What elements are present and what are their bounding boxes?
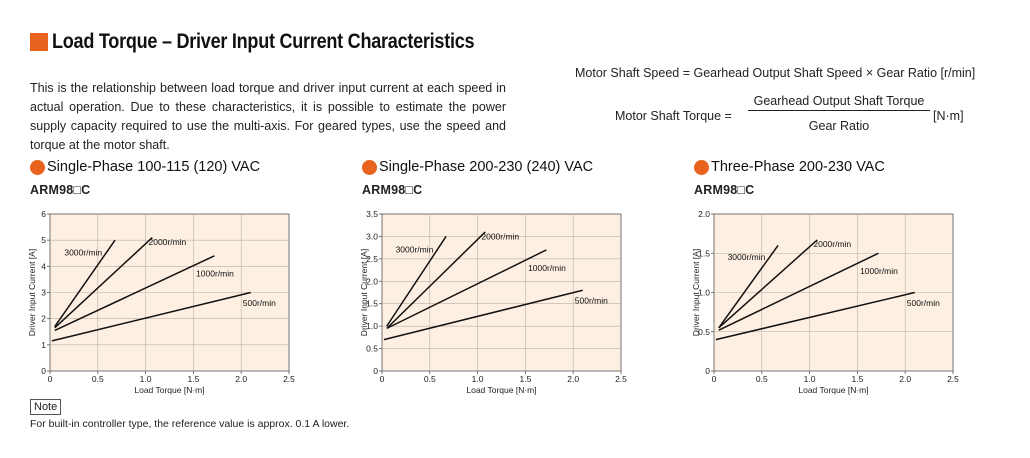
torque-fraction: Gearhead Output Shaft Torque Gear Ratio [748,94,930,133]
torque-unit: [N·m] [933,109,964,123]
series-line-3000r/min [718,244,779,329]
y-tick-label: 0.5 [366,344,378,354]
series-label: 1000r/min [860,266,898,276]
orange-dot-icon [694,159,709,175]
y-tick-label: 2 [41,314,46,324]
x-tick-label: 1.5 [187,374,199,384]
section-title: Load Torque – Driver Input Current Chara… [30,30,543,54]
y-tick-label: 2.5 [366,254,378,264]
x-tick-label: 0.5 [756,374,768,384]
orange-square-icon [30,33,48,51]
series-label: 1000r/min [528,263,566,273]
x-axis-label: Load Torque [N·m] [134,385,204,395]
y-tick-label: 0 [41,366,46,376]
chart-1-subtitle: Single-Phase 100-115 (120) VAC [47,159,261,175]
x-tick-label: 0 [380,374,385,384]
y-tick-label: 3.0 [366,231,378,241]
y-tick-label: 2.0 [698,209,710,219]
series-label: 500r/min [243,298,276,308]
torque-denominator: Gear Ratio [808,119,870,133]
x-axis-label: Load Torque [N·m] [466,385,536,395]
page-title: Load Torque – Driver Input Current Chara… [52,30,475,53]
x-tick-label: 1.5 [851,374,863,384]
chart-3-header: Three-Phase 200-230 VAC ARM98□C [694,159,885,197]
chart-3-model: ARM98□C [694,183,755,197]
x-tick-label: 1.0 [140,374,152,384]
torque-equation-lhs: Motor Shaft Torque = [615,109,732,123]
series-label: 3000r/min [396,245,434,255]
y-tick-label: 1.0 [366,321,378,331]
x-tick-label: 2.0 [235,374,247,384]
speed-equation: Motor Shaft Speed = Gearhead Output Shaf… [575,66,976,80]
series-label: 3000r/min [64,248,102,258]
x-tick-label: 1.0 [804,374,816,384]
series-line-1000r/min [718,252,879,331]
series-line-1000r/min [54,255,215,332]
y-tick-label: 4 [41,261,46,271]
series-line-2000r/min [386,231,486,329]
y-axis-label: Driver Input Current [A] [27,249,37,336]
y-tick-label: 3 [41,288,46,298]
x-tick-label: 1.0 [472,374,484,384]
chart-1-header: Single-Phase 100-115 (120) VAC ARM98□C [30,159,260,197]
series-line-500r/min [715,291,915,341]
x-tick-label: 2.5 [615,374,627,384]
chart-3-subtitle: Three-Phase 200-230 VAC [711,159,885,175]
y-tick-label: 2.0 [366,276,378,286]
x-tick-label: 2.5 [283,374,295,384]
series-line-2000r/min [718,239,818,329]
y-axis-label: Driver Input Current [A] [359,249,369,336]
chart-2-model: ARM98□C [362,183,423,197]
series-line-2000r/min [54,236,153,329]
x-tick-label: 1.5 [519,374,531,384]
series-label: 500r/min [575,296,608,306]
x-tick-label: 0.5 [92,374,104,384]
x-tick-label: 2.5 [947,374,959,384]
series-label: 500r/min [907,298,940,308]
y-tick-label: 5 [41,235,46,245]
fraction-bar [748,110,930,111]
y-tick-label: 0.5 [698,327,710,337]
series-line-500r/min [51,291,251,342]
x-tick-label: 0 [48,374,53,384]
x-axis-label: Load Torque [N·m] [798,385,868,395]
series-line-500r/min [383,289,583,341]
chart-2-header: Single-Phase 200-230 (240) VAC ARM98□C [362,159,593,197]
orange-dot-icon [362,159,377,175]
y-tick-label: 1 [41,340,46,350]
y-tick-label: 1.5 [366,299,378,309]
y-tick-label: 1.5 [698,248,710,258]
series-line-3000r/min [386,236,447,327]
y-axis-label: Driver Input Current [A] [691,249,701,336]
intro-paragraph: This is the relationship between load to… [30,80,506,152]
series-label: 2000r/min [813,239,851,249]
series-label: 3000r/min [728,252,766,262]
series-label: 2000r/min [481,232,519,242]
series-label: 1000r/min [196,268,234,278]
y-tick-label: 0 [373,366,378,376]
series-line-1000r/min [386,249,547,330]
y-tick-label: 1.0 [698,288,710,298]
y-tick-label: 6 [41,209,46,219]
chart-2-subtitle: Single-Phase 200-230 (240) VAC [379,159,594,175]
note-text: For built-in controller type, the refere… [30,418,350,430]
x-tick-label: 0.5 [424,374,436,384]
x-tick-label: 2.0 [567,374,579,384]
plot-area [381,213,622,372]
y-tick-label: 0 [705,366,710,376]
orange-dot-icon [30,159,45,175]
series-line-3000r/min [54,239,116,327]
note-label: Note [30,399,62,415]
x-tick-label: 0 [712,374,717,384]
series-label: 2000r/min [148,237,186,247]
torque-numerator: Gearhead Output Shaft Torque [753,94,925,108]
chart-3: 0 0.5 1.0 1.5 2.0 2.5 0 0.5 1.0 1.5 2.0 3000r/min 20… [691,209,959,395]
chart-1-model: ARM98□C [30,183,91,197]
chart-1: 0 0.5 1.0 1.5 2.0 2.5 0 1 2 3 4 5 6 3000r/min 2000r/mi… [27,209,295,395]
y-tick-label: 3.5 [366,209,378,219]
chart-2: 0 0.5 1.0 1.5 2.0 2.5 0 0.5 1.0 1.5 2.0 2.5 3.0 3.5 30… [359,209,627,395]
x-tick-label: 2.0 [899,374,911,384]
